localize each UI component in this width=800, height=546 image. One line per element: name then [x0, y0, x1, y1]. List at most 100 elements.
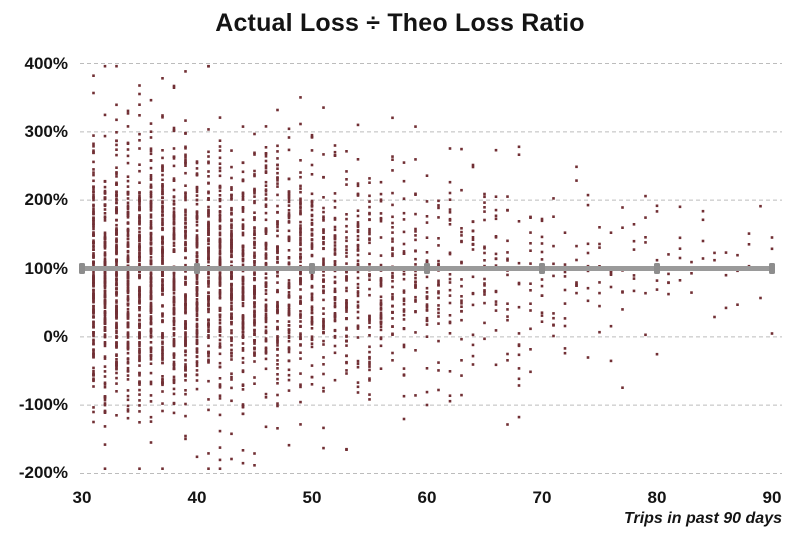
scatter-point	[276, 300, 279, 304]
scatter-point	[126, 214, 130, 217]
scatter-point	[126, 256, 130, 260]
scatter-point	[207, 222, 210, 225]
scatter-point	[299, 233, 302, 237]
scatter-point	[241, 319, 245, 323]
scatter-point	[184, 389, 187, 392]
scatter-point	[184, 171, 187, 175]
scatter-point	[218, 213, 222, 217]
scatter-point	[207, 128, 210, 131]
scatter-point	[161, 336, 164, 339]
scatter-point	[448, 191, 452, 195]
scatter-point	[126, 175, 130, 178]
scatter-point	[184, 195, 187, 198]
scatter-point	[333, 237, 337, 241]
scatter-point	[230, 253, 233, 257]
scatter-point	[92, 338, 95, 342]
scatter-point	[230, 271, 233, 275]
scatter-point	[402, 299, 406, 303]
scatter-point	[391, 203, 394, 207]
scatter-point	[241, 192, 245, 196]
scatter-point	[149, 226, 153, 230]
scatter-point	[115, 335, 118, 339]
scatter-point	[299, 220, 302, 224]
scatter-point	[299, 260, 302, 263]
scatter-point	[724, 306, 728, 310]
scatter-point	[230, 176, 233, 180]
scatter-point	[149, 420, 153, 423]
scatter-point	[264, 272, 268, 275]
scatter-point	[253, 226, 256, 229]
scatter-point	[138, 296, 141, 300]
scatter-point	[448, 301, 452, 305]
scatter-point	[759, 204, 762, 208]
scatter-point	[138, 383, 141, 386]
scatter-point	[184, 248, 187, 252]
scatter-point	[299, 255, 302, 259]
scatter-point	[230, 193, 233, 197]
scatter-point	[391, 116, 394, 120]
scatter-point	[115, 103, 118, 107]
scatter-point	[299, 122, 302, 126]
scatter-point	[414, 310, 417, 314]
scatter-point	[195, 234, 199, 237]
scatter-point	[241, 315, 245, 319]
scatter-point	[379, 284, 383, 288]
scatter-point	[310, 163, 314, 167]
scatter-point	[138, 350, 141, 353]
scatter-point	[287, 389, 291, 392]
scatter-point	[92, 234, 95, 237]
scatter-point	[632, 274, 636, 277]
scatter-point	[529, 249, 532, 252]
scatter-point	[195, 314, 199, 318]
scatter-point	[540, 250, 544, 254]
scatter-point	[103, 134, 107, 138]
scatter-point	[207, 246, 210, 249]
scatter-point	[379, 316, 383, 319]
scatter-point	[172, 353, 176, 357]
scatter-point	[310, 315, 314, 319]
scatter-point	[506, 302, 509, 305]
scatter-point	[368, 287, 371, 291]
scatter-point	[161, 340, 164, 344]
scatter-point	[138, 292, 141, 296]
scatter-point	[287, 336, 291, 339]
scatter-point	[92, 316, 95, 319]
scatter-point	[92, 210, 95, 214]
scatter-point	[402, 161, 406, 164]
scatter-point	[253, 189, 256, 192]
reference-line-marker	[194, 263, 200, 274]
scatter-point	[115, 206, 118, 209]
scatter-point	[172, 392, 176, 396]
scatter-point	[368, 377, 371, 380]
scatter-point	[184, 414, 187, 418]
scatter-point	[287, 373, 291, 377]
scatter-point	[218, 342, 222, 345]
scatter-point	[207, 197, 210, 201]
scatter-point	[517, 344, 521, 348]
scatter-point	[218, 185, 222, 189]
scatter-point	[241, 369, 245, 372]
scatter-point	[310, 192, 314, 196]
scatter-point	[149, 304, 153, 307]
scatter-point	[92, 342, 95, 346]
scatter-point	[103, 189, 107, 193]
scatter-point	[92, 281, 95, 284]
scatter-point	[92, 334, 95, 338]
scatter-point	[287, 200, 291, 204]
scatter-point	[126, 325, 130, 329]
scatter-point	[218, 315, 222, 319]
scatter-point	[770, 236, 774, 239]
scatter-point	[678, 279, 682, 282]
scatter-point	[356, 223, 360, 226]
scatter-point	[161, 204, 164, 208]
scatter-point	[126, 279, 130, 283]
scatter-point	[195, 335, 199, 338]
scatter-point	[184, 402, 187, 406]
scatter-point	[103, 275, 107, 278]
scatter-point	[149, 98, 153, 102]
scatter-point	[195, 277, 199, 281]
scatter-point	[207, 328, 210, 332]
scatter-point	[586, 242, 590, 246]
scatter-point	[414, 230, 417, 233]
scatter-point	[172, 352, 176, 355]
